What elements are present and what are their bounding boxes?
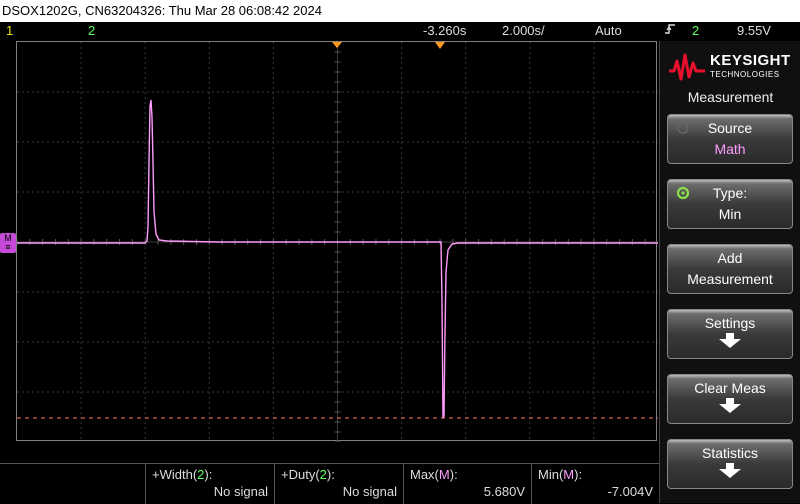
submenu-arrow-head — [719, 469, 741, 478]
button-value: Min — [718, 206, 742, 222]
measurement-duty[interactable]: +Duty(2): No signal — [274, 464, 403, 504]
math-ground-marker[interactable]: M ≡ — [0, 233, 16, 253]
trigger-mode: Auto — [595, 23, 622, 38]
math-waveform-trace — [17, 99, 658, 419]
trigger-edge-icon — [664, 22, 676, 41]
measurement-label: Max(M): — [410, 467, 458, 482]
keysight-wave-icon — [669, 53, 705, 81]
trigger-level: 9.55V — [737, 23, 771, 38]
entry-knob-icon — [676, 186, 690, 200]
measurement-value: 5.680V — [483, 484, 525, 499]
measurement-width[interactable]: +Width(2): No signal — [145, 464, 274, 504]
softkey-sidebar: KEYSIGHT TECHNOLOGIES Measurement Source… — [659, 41, 800, 503]
channel-2-indicator[interactable]: 2 — [88, 23, 96, 38]
time-reference-marker — [332, 42, 342, 48]
statistics-button[interactable]: Statistics — [667, 439, 793, 489]
button-label: Settings — [704, 315, 756, 331]
brand-subtitle: TECHNOLOGIES — [710, 70, 780, 79]
waveform-display[interactable] — [16, 41, 658, 442]
measurement-value: No signal — [213, 484, 268, 499]
submenu-arrow-icon — [726, 463, 734, 469]
status-bar: 1 2 -3.260s 2.000s/ Auto 2 9.55V — [0, 22, 800, 40]
keysight-logo: KEYSIGHT TECHNOLOGIES — [668, 49, 793, 83]
button-label: Type: — [712, 185, 748, 201]
horizontal-delay: -3.260s — [423, 23, 467, 38]
graticule — [17, 42, 658, 442]
entry-knob-icon — [677, 122, 689, 134]
type-button[interactable]: Type: Min — [667, 179, 793, 229]
submenu-arrow-head — [719, 404, 741, 413]
button-value: Math — [714, 141, 746, 157]
ground-icon: ≡ — [5, 242, 11, 252]
timebase: 2.000s/ — [502, 23, 545, 38]
measurement-value: No signal — [342, 484, 397, 499]
button-label: Clear Meas — [694, 380, 766, 396]
settings-button[interactable]: Settings — [667, 309, 793, 359]
menu-title: Measurement — [687, 89, 774, 105]
trigger-position-marker — [435, 42, 445, 49]
measurement-label: Min(M): — [538, 467, 583, 482]
button-label: Statistics — [701, 445, 758, 461]
button-label: Add — [717, 250, 743, 266]
measurement-min[interactable]: Min(M): -7.004V — [531, 464, 659, 504]
submenu-arrow-icon — [726, 333, 734, 339]
submenu-arrow-icon — [726, 398, 734, 404]
measurement-value: -7.004V — [607, 484, 653, 499]
button-label-line2: Measurement — [687, 271, 773, 287]
title-bar: DSOX1202G, CN63204326: Thu Mar 28 06:08:… — [0, 0, 800, 22]
trigger-channel: 2 — [692, 23, 700, 38]
measurement-label: +Duty(2): — [281, 467, 335, 482]
submenu-arrow-head — [719, 339, 741, 348]
measurement-label: +Width(2): — [152, 467, 213, 482]
channel-1-indicator[interactable]: 1 — [6, 23, 14, 38]
source-button[interactable]: Source Math — [667, 114, 793, 164]
add-measurement-button[interactable]: Add Measurement — [667, 244, 793, 294]
measurement-max[interactable]: Max(M): 5.680V — [403, 464, 531, 504]
brand-name: KEYSIGHT — [710, 52, 791, 69]
math-marker-label: M — [4, 233, 12, 243]
button-label: Source — [707, 120, 753, 136]
clear-meas-button[interactable]: Clear Meas — [667, 374, 793, 424]
measurement-bar: +Width(2): No signal +Duty(2): No signal… — [0, 463, 659, 504]
